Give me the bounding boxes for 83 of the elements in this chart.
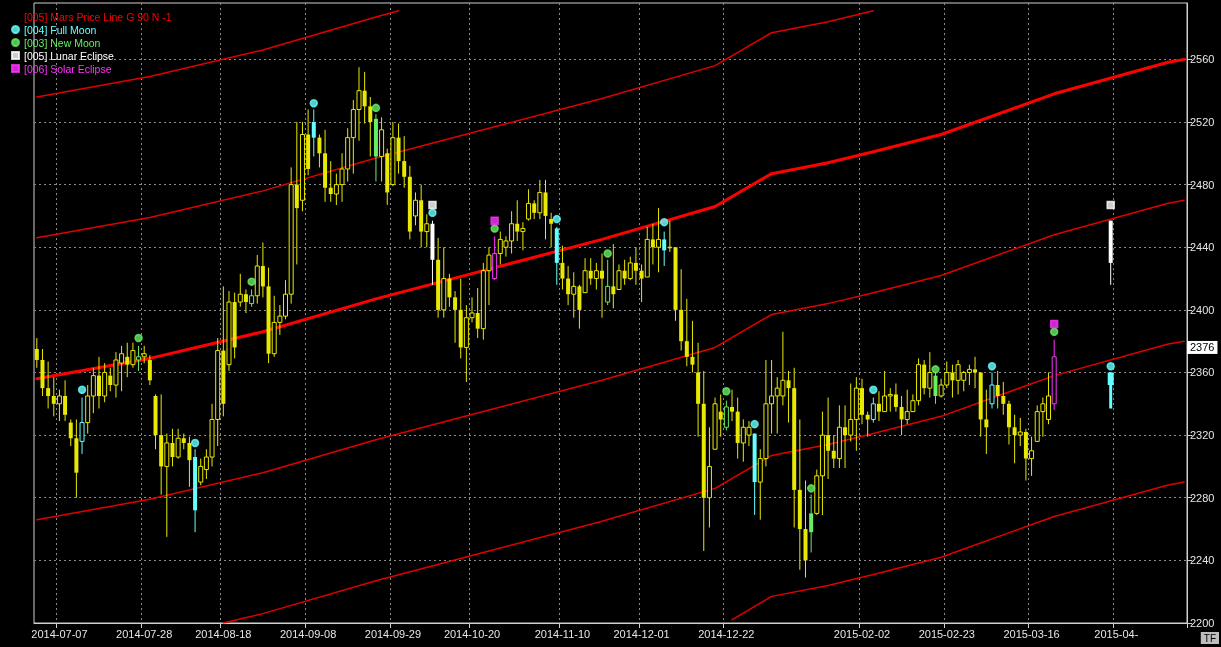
point	[309, 98, 319, 108]
candlestick	[317, 134, 322, 168]
point	[750, 419, 759, 429]
candlestick	[526, 188, 532, 222]
y-tick-label: 2520	[1190, 115, 1215, 128]
line-series	[36, 199, 1185, 521]
y-tick-label: 2480	[1190, 178, 1215, 191]
y-tick-label: 2320	[1190, 429, 1215, 442]
candlestick	[368, 96, 373, 157]
legend-label: [005] Lunar Eclipse	[24, 49, 115, 62]
x-tick-label: 2014-07-07	[31, 627, 88, 640]
point	[931, 365, 940, 374]
point	[1106, 361, 1115, 371]
x-tick-label: 2014-09-29	[364, 627, 422, 640]
candlestick	[989, 371, 995, 410]
y-tick-label: 2560	[1190, 53, 1215, 66]
y-tick-label: 2240	[1190, 554, 1215, 567]
text: [005] Mars Price Line G 90 N -1	[24, 10, 172, 23]
point	[869, 385, 878, 394]
y-tick-label: 2200	[1190, 617, 1215, 629]
legend-label: [006] Solar Eclipse	[24, 62, 112, 75]
candlestick	[1107, 372, 1114, 409]
x-tick-label: 2015-03-16	[1003, 627, 1060, 640]
point	[603, 249, 612, 258]
x-tick-label: 2015-02-23	[918, 627, 975, 640]
candlestick	[690, 320, 695, 373]
candlestick	[1006, 400, 1011, 446]
x-tick-label: 2015-04-	[1094, 627, 1139, 640]
x-tick-label: 2014-08-18	[195, 627, 252, 640]
point	[134, 333, 143, 343]
point	[1106, 200, 1115, 210]
point	[722, 387, 731, 396]
point	[659, 217, 669, 227]
point	[806, 484, 816, 493]
point	[552, 214, 562, 224]
point	[1049, 319, 1059, 329]
point	[987, 361, 997, 371]
candlestick	[68, 418, 73, 447]
point	[190, 438, 200, 448]
x-tick-label: 2014-09-08	[279, 627, 337, 640]
candlestick	[187, 436, 192, 488]
y-tick-label: 2440	[1190, 241, 1215, 254]
legend-label: [004] Full Moon	[24, 23, 97, 36]
y-tick-label: 2280	[1190, 491, 1215, 504]
candlestick	[1001, 381, 1006, 416]
point	[428, 208, 437, 218]
candlestick	[560, 245, 565, 291]
candlestick	[984, 389, 989, 455]
candlestick	[402, 135, 407, 189]
candlestick	[995, 370, 1000, 410]
point	[490, 224, 499, 233]
candlestick	[34, 337, 39, 369]
point	[428, 200, 437, 210]
point	[247, 277, 256, 286]
candlestick	[311, 108, 316, 157]
text: TF	[1203, 632, 1216, 644]
candlestick	[809, 494, 814, 554]
candlestick	[549, 212, 554, 248]
line-series	[731, 481, 1185, 621]
legend-label: [003] New Moon	[24, 36, 101, 49]
x-tick-label: 2014-11-10	[534, 627, 591, 640]
candlestick	[870, 397, 876, 424]
candlestick	[46, 361, 51, 410]
point	[77, 385, 87, 394]
x-tick-label: 2014-07-28	[116, 627, 173, 640]
candlestick	[723, 400, 729, 431]
x-tick-label: 2014-10-20	[443, 627, 501, 640]
candlestick	[147, 354, 152, 386]
x-tick-label: 2014-12-22	[698, 627, 755, 640]
y-tick-label: 2400	[1190, 303, 1215, 316]
annotation: 2376	[1190, 341, 1215, 354]
candlestick	[662, 231, 667, 267]
x-tick-label: 2015-02-02	[833, 627, 891, 640]
y-tick-label: 2360	[1190, 366, 1215, 379]
line-series	[222, 340, 1185, 624]
candlestick	[453, 290, 458, 344]
candlestick	[730, 389, 735, 422]
point	[1049, 327, 1059, 337]
candlestick	[684, 298, 689, 367]
candlestick	[605, 259, 611, 306]
point	[490, 216, 499, 225]
point	[371, 103, 381, 113]
x-tick-label: 2014-12-01	[613, 627, 670, 640]
